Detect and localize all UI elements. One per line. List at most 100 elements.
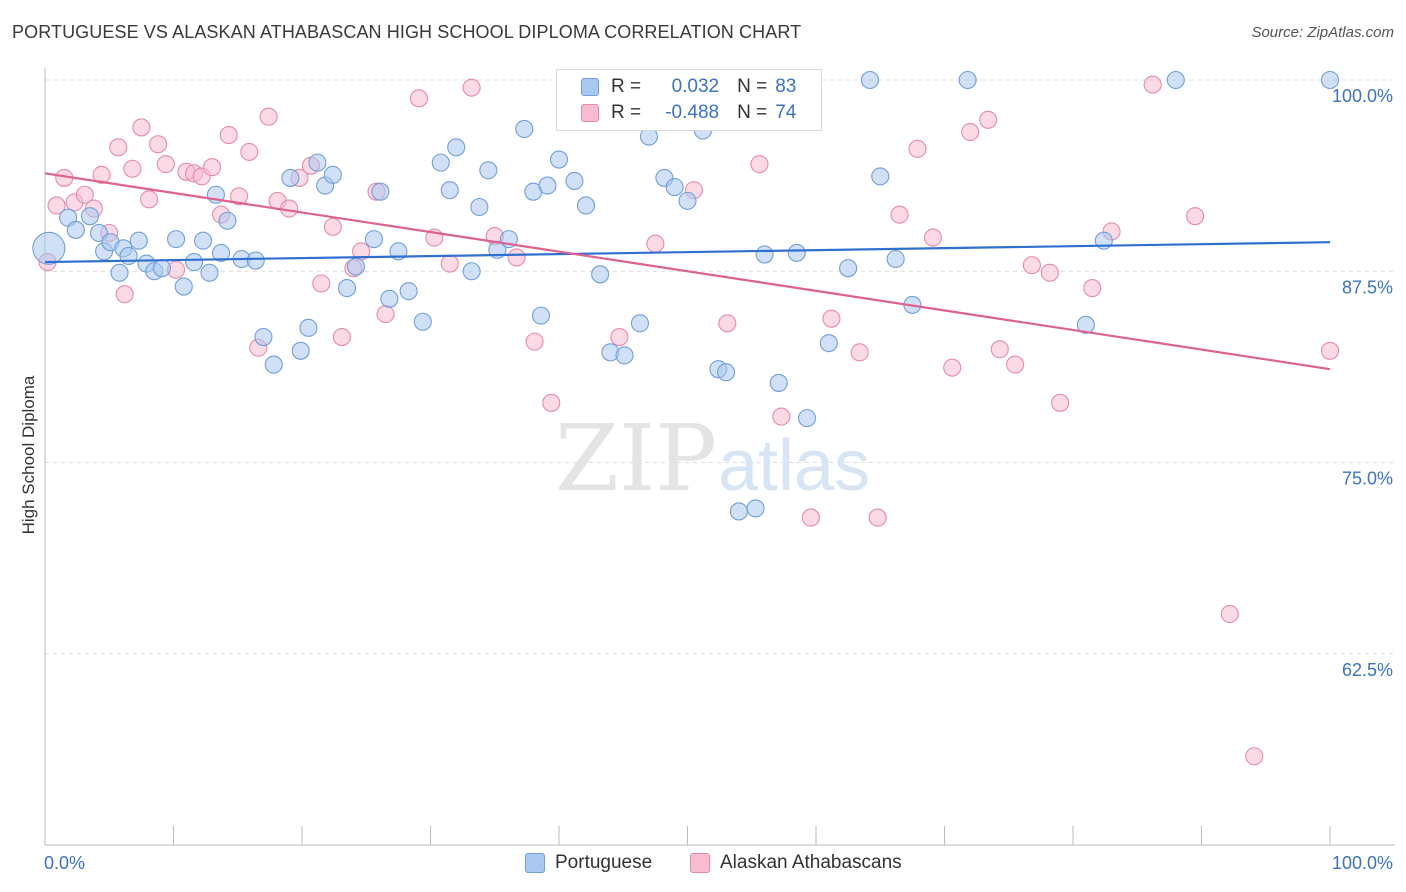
data-point xyxy=(890,205,909,224)
series-legend: Portuguese Alaskan Athabascans xyxy=(0,852,1406,878)
watermark: ZIP atlas xyxy=(555,405,870,512)
data-point xyxy=(1220,604,1239,624)
legend-r-value: 0.032 xyxy=(671,76,720,97)
data-point xyxy=(769,373,788,392)
data-point xyxy=(332,327,351,347)
data-point xyxy=(908,139,927,158)
data-point xyxy=(470,197,489,217)
data-point xyxy=(299,318,318,337)
y-tick-label: 100.0% xyxy=(1332,86,1393,106)
data-point xyxy=(610,327,629,347)
y-tick-label: 62.5% xyxy=(1342,660,1393,680)
axes xyxy=(44,68,1395,846)
data-point xyxy=(958,70,977,90)
data-point xyxy=(371,182,390,201)
data-point xyxy=(822,309,841,328)
data-point xyxy=(646,234,665,253)
data-point xyxy=(839,259,858,278)
data-point xyxy=(1083,279,1102,298)
data-point xyxy=(860,70,880,90)
data-point xyxy=(961,122,980,142)
data-point xyxy=(380,289,399,308)
data-point xyxy=(440,181,459,200)
data-point xyxy=(746,499,765,518)
legend-label-portuguese: Portuguese xyxy=(555,852,653,873)
data-point xyxy=(240,142,259,161)
data-point xyxy=(565,171,584,191)
x-tick-label: 0.0% xyxy=(44,853,85,873)
data-point xyxy=(1166,70,1185,90)
data-point xyxy=(110,263,129,282)
data-point xyxy=(346,257,366,276)
trend-lines xyxy=(44,172,1331,371)
data-point xyxy=(308,153,327,172)
data-point xyxy=(801,508,820,527)
data-point xyxy=(729,502,748,521)
correlation-legend: R = 0.032 N = 83 R = -0.488 N = 74 xyxy=(556,69,822,131)
data-point xyxy=(678,191,697,210)
data-point xyxy=(312,274,331,293)
data-point xyxy=(462,78,481,97)
trend-line xyxy=(44,241,1331,264)
data-point xyxy=(92,165,111,184)
data-point xyxy=(200,263,219,282)
data-point xyxy=(797,409,817,428)
data-point xyxy=(1320,70,1340,90)
data-point xyxy=(1320,341,1340,360)
y-tick-label: 87.5% xyxy=(1342,277,1393,297)
data-point xyxy=(542,393,561,412)
data-point xyxy=(440,254,459,273)
legend-swatch-alaskan-athabascans xyxy=(581,104,599,122)
data-point xyxy=(447,138,466,157)
legend-swatch-portuguese xyxy=(525,853,545,873)
data-point xyxy=(80,207,100,226)
data-point xyxy=(538,176,557,195)
data-point xyxy=(174,277,193,296)
data-point xyxy=(819,334,838,353)
watermark-zip: ZIP xyxy=(555,405,717,512)
data-point xyxy=(615,346,634,365)
data-point xyxy=(886,249,905,269)
data-point xyxy=(549,150,569,169)
legend-label-alaskan-athabascans: Alaskan Athabascans xyxy=(720,852,902,873)
data-point xyxy=(399,282,418,301)
data-point xyxy=(979,110,998,129)
data-point xyxy=(1186,207,1205,226)
legend-swatch-portuguese xyxy=(581,78,599,96)
legend-n-value: 83 xyxy=(775,76,797,97)
legend-item-alaskan-athabascans[interactable]: Alaskan Athabascans xyxy=(690,852,902,874)
data-point xyxy=(923,228,942,247)
source-label: Source: ZipAtlas.com xyxy=(1251,24,1394,41)
chart-title: PORTUGUESE VS ALASKAN ATHABASCAN HIGH SC… xyxy=(12,22,802,42)
data-point xyxy=(291,341,310,360)
data-point xyxy=(1040,263,1059,282)
data-point xyxy=(129,231,148,250)
data-point xyxy=(1051,393,1070,412)
data-point xyxy=(479,161,498,180)
legend-item-portuguese[interactable]: Portuguese xyxy=(525,852,652,874)
data-point xyxy=(218,211,237,230)
y-tick-label: 75.0% xyxy=(1342,469,1393,489)
data-point xyxy=(850,343,869,362)
x-tick-label: 100.0% xyxy=(1332,853,1393,873)
data-point xyxy=(531,306,551,325)
data-point xyxy=(750,155,769,174)
data-point xyxy=(254,327,273,347)
data-point xyxy=(507,248,526,267)
data-point xyxy=(32,231,66,265)
data-point xyxy=(787,243,806,262)
data-point xyxy=(167,230,186,249)
data-point xyxy=(211,243,231,262)
legend-row-alaskan-athabascans: R = -0.488 N = 74 xyxy=(557,100,796,126)
series-portuguese-points xyxy=(32,70,1340,521)
data-point xyxy=(337,279,357,298)
data-point xyxy=(630,314,650,333)
x-tick-labels: 0.0% 100.0% xyxy=(44,853,1393,873)
watermark-atlas: atlas xyxy=(718,426,870,506)
data-point xyxy=(1022,256,1041,275)
data-point xyxy=(259,107,278,126)
data-point xyxy=(718,314,737,333)
data-point xyxy=(1143,75,1162,94)
data-point xyxy=(47,196,66,215)
